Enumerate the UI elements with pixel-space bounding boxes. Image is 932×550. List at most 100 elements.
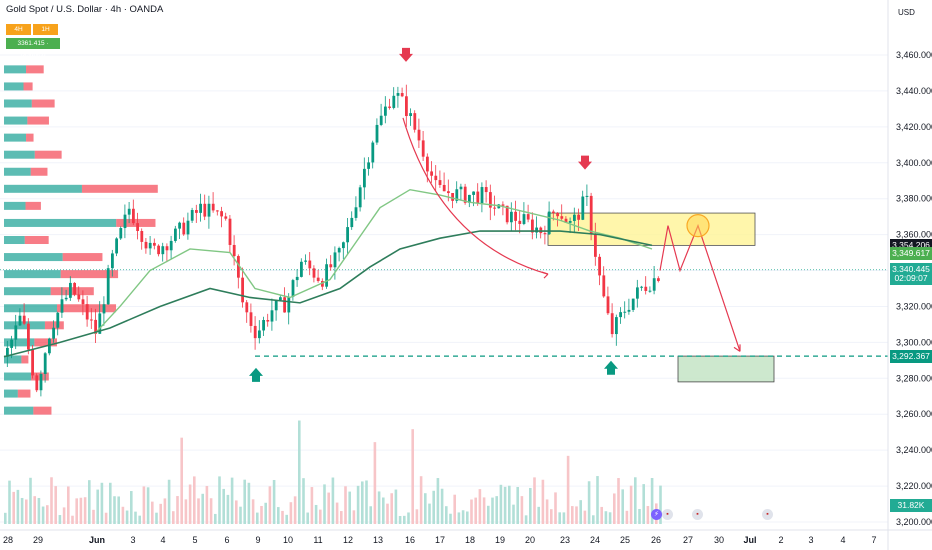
candle-body	[182, 222, 186, 235]
time-tick-label: 13	[373, 535, 383, 545]
volume-bar	[361, 481, 364, 524]
volume-bar	[235, 500, 238, 524]
volume-bar	[75, 498, 78, 524]
time-tick-label: 17	[435, 535, 445, 545]
time-tick-label: 12	[343, 535, 353, 545]
volume-bar	[394, 489, 398, 524]
candle-body	[510, 211, 513, 223]
volume-bar	[613, 493, 616, 524]
volume-bar	[142, 486, 146, 524]
candle-body	[81, 299, 85, 305]
candle-body	[94, 319, 97, 334]
volume-bar	[621, 489, 624, 524]
volume-bar	[495, 496, 498, 524]
volume-bar	[109, 482, 112, 524]
candle-body	[111, 253, 114, 269]
volume-bar	[289, 502, 293, 524]
candle-body	[405, 96, 408, 117]
candle-body	[556, 212, 559, 217]
volume-bar	[340, 511, 343, 524]
candle-body	[123, 214, 127, 229]
candle-body	[312, 268, 316, 278]
volume-bar	[230, 477, 234, 524]
time-axis[interactable]: 28 29 Jun 3 4 5 6 9 10 11 12 13 16 17 18 19 20 23 24 25 26 27…	[0, 529, 932, 545]
volume-profile-bar-down	[24, 236, 49, 245]
volume-bar	[461, 510, 465, 524]
us-flag-event-icon[interactable]: ▪	[662, 509, 673, 520]
price-tick-label: 3,420.000	[896, 122, 932, 132]
time-tick-label: 30	[714, 535, 724, 545]
indicator-status-chip[interactable]: 3361.415 · Disabled	[6, 38, 60, 58]
us-flag-event-icon[interactable]: ▪	[762, 509, 773, 520]
candle-body	[644, 286, 648, 291]
candle-body	[447, 191, 450, 194]
candle-body	[493, 207, 496, 209]
volume-bar	[197, 498, 200, 524]
volume-bar	[424, 493, 427, 524]
time-tick-label: 16	[405, 535, 415, 545]
candle-body	[337, 248, 341, 253]
candle-body	[354, 207, 358, 218]
volume-bar	[256, 512, 259, 524]
candle-body	[102, 304, 106, 314]
volume-bar	[466, 511, 469, 524]
candle-body	[56, 312, 60, 328]
volume-bar	[478, 489, 482, 524]
volume-bar	[415, 509, 419, 524]
volume-bar	[151, 501, 154, 524]
candle-body	[39, 373, 43, 391]
grid-lines	[0, 54, 888, 523]
volume-bar	[37, 497, 41, 524]
candle-body	[69, 282, 72, 298]
volume-bar	[25, 499, 28, 524]
candle-body	[203, 203, 207, 217]
volume-bar	[159, 503, 162, 524]
volume-bar	[62, 507, 66, 524]
price-axis[interactable]: 3,460.000 3,440.000 3,420.000 3,400.000 3,38…	[887, 0, 932, 550]
volume-profile-bar-up	[4, 321, 45, 330]
curved-arrow	[402, 117, 549, 275]
volume-bar	[512, 504, 515, 524]
candle-body	[169, 240, 173, 251]
volume-bar	[209, 498, 213, 524]
moving-averages	[3, 188, 653, 358]
volume-bar	[344, 486, 347, 524]
candle-body	[186, 220, 190, 235]
volume-bar	[403, 515, 406, 524]
candle-body	[367, 162, 370, 169]
volume-bar	[541, 479, 545, 524]
candle-body	[363, 168, 366, 188]
candle-body	[358, 187, 362, 208]
chart-title: Gold Spot / U.S. Dollar · 4h · OANDA	[6, 4, 164, 15]
price-tick-label: 3,200.000	[896, 517, 932, 527]
volume-bar	[83, 497, 87, 524]
volume-bar	[88, 480, 91, 524]
volume-bar	[205, 485, 209, 524]
volume-bar	[155, 512, 158, 524]
volume-bar	[12, 491, 15, 524]
candle-body	[153, 242, 156, 246]
volume-bar	[398, 515, 402, 524]
candle-body	[85, 304, 89, 320]
currency-label[interactable]: USD	[898, 8, 915, 17]
chip-4h[interactable]: 4H	[6, 24, 31, 35]
candle-body	[14, 325, 18, 340]
lightning-event-icon[interactable]: ⚡	[651, 509, 662, 520]
volume-bar	[377, 491, 381, 524]
volume-bar	[482, 497, 486, 524]
candle-body	[409, 113, 412, 117]
time-tick-label: 3	[808, 535, 813, 545]
volume-bar	[365, 480, 368, 524]
volume-bar	[92, 509, 95, 524]
target-zone	[677, 355, 775, 383]
candle-body	[216, 210, 219, 212]
volume-bar	[356, 485, 360, 524]
volume-bar	[54, 486, 57, 524]
us-flag-event-icon[interactable]: ▪	[692, 509, 703, 520]
candle-body	[43, 353, 47, 374]
candle-body	[468, 194, 471, 203]
chip-1h[interactable]: 1H	[33, 24, 58, 35]
candle-body	[522, 214, 526, 224]
candle-body	[346, 227, 349, 243]
